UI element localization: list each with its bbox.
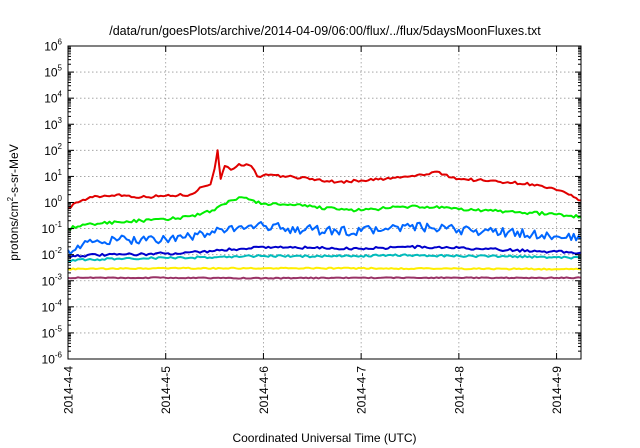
series-line-3	[67, 221, 582, 255]
y-tick-label-exponent: 1	[58, 168, 63, 177]
y-tick-label-exponent: -2	[55, 246, 63, 255]
series-line-1	[67, 149, 582, 210]
y-tick-label-base: 10	[42, 248, 56, 262]
y-tick-labels: 10-610-510-410-310-210-11001011021031041…	[42, 38, 63, 367]
chart-title: /data/run/goesPlots/archive/2014-04-09/0…	[109, 24, 541, 38]
y-tick-label-base: 10	[44, 196, 58, 210]
y-tick-label-exponent: 0	[58, 194, 63, 203]
y-tick-label-exponent: -5	[55, 324, 63, 333]
y-tick-label-exponent: 2	[58, 142, 63, 151]
x-tick-label: 2014-4-6	[257, 366, 271, 414]
y-tick-label-exponent: -4	[55, 298, 63, 307]
series-line-5	[67, 253, 582, 263]
y-tick-label-base: 10	[44, 144, 58, 158]
y-tick-label: 101	[44, 168, 62, 184]
y-axis-label-base: protons/cm	[7, 201, 21, 260]
y-tick-label-base: 10	[44, 118, 58, 132]
x-tick-label: 2014-4-9	[550, 366, 564, 414]
series-line-6	[67, 266, 582, 271]
y-tick-label-base: 10	[42, 274, 56, 288]
y-tick-label: 104	[44, 90, 62, 106]
y-tick-label: 10-6	[42, 351, 63, 367]
y-tick-label-base: 10	[44, 66, 58, 80]
x-tick-label: 2014-4-7	[355, 366, 369, 414]
y-tick-label-base: 10	[42, 353, 56, 367]
series-line-2	[67, 196, 582, 231]
ticks	[67, 45, 581, 360]
y-tick-label-exponent: 5	[58, 64, 63, 73]
grid	[68, 46, 581, 359]
series-line-7	[67, 276, 582, 280]
y-tick-label: 10-5	[42, 324, 63, 340]
y-tick-label-base: 10	[42, 326, 56, 340]
y-tick-label-base: 10	[42, 222, 56, 236]
y-tick-label: 105	[44, 64, 62, 80]
y-tick-label-exponent: 4	[58, 90, 63, 99]
y-tick-label-base: 10	[44, 40, 58, 54]
y-tick-label: 10-3	[42, 272, 63, 288]
y-axis-label: protons/cm2-s-sr-MeV	[6, 144, 21, 260]
y-tick-label-exponent: -6	[55, 351, 63, 360]
y-tick-label: 106	[44, 38, 62, 54]
series-layer	[67, 149, 582, 280]
y-axis-label-sup: 2	[6, 196, 15, 201]
y-tick-label-base: 10	[44, 92, 58, 106]
y-tick-label-exponent: 6	[58, 38, 63, 47]
x-axis-label: Coordinated Universal Time (UTC)	[232, 431, 416, 445]
y-tick-label-exponent: 3	[58, 116, 63, 125]
y-tick-label: 10-1	[42, 220, 63, 236]
y-tick-label-exponent: -3	[55, 272, 63, 281]
y-tick-label-base: 10	[42, 300, 56, 314]
x-tick-label: 2014-4-8	[452, 366, 466, 414]
y-tick-label: 103	[44, 116, 62, 132]
y-tick-label-exponent: -1	[55, 220, 63, 229]
y-tick-label: 102	[44, 142, 62, 158]
y-tick-label-base: 10	[44, 170, 58, 184]
x-tick-labels: 2014-4-4 2014-4-5 2014-4-6 2014-4-7 2014-4-8…	[62, 366, 565, 414]
y-axis-label-rest: -s-sr-MeV	[7, 144, 21, 197]
y-tick-label: 10-4	[42, 298, 63, 314]
x-tick-label: 2014-4-4	[62, 366, 76, 414]
y-tick-label: 10-2	[42, 246, 63, 262]
series-line-4	[67, 244, 582, 259]
x-tick-label: 2014-4-5	[159, 366, 173, 414]
y-tick-label: 100	[44, 194, 62, 210]
